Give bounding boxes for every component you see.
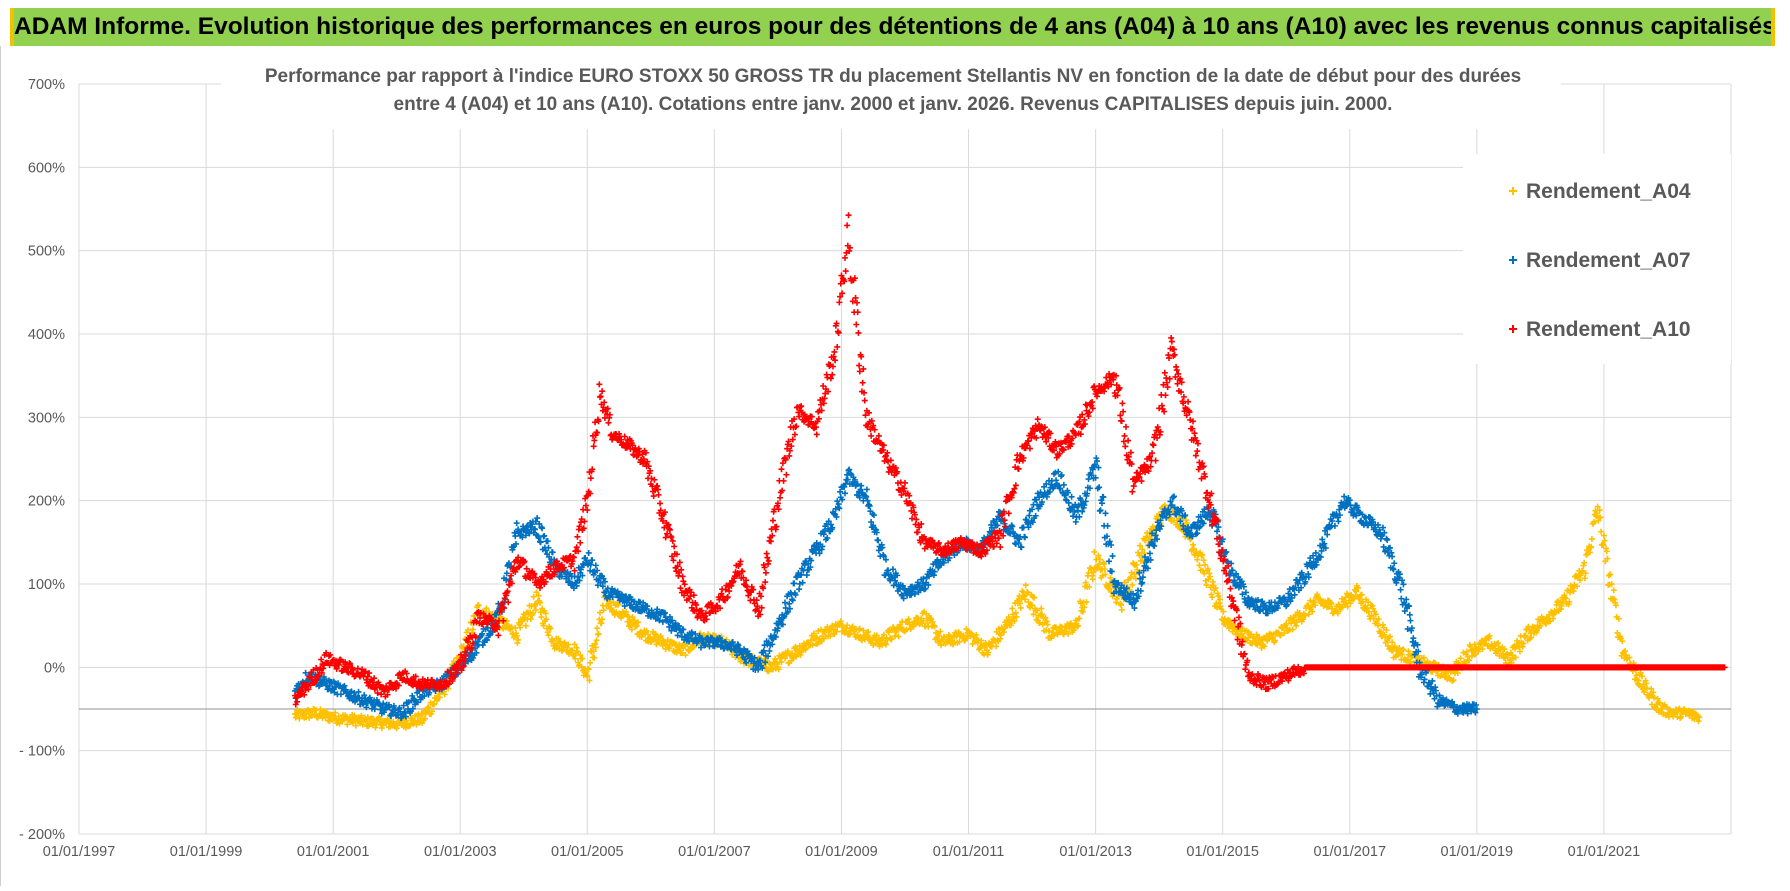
point-rendement_a10: [495, 632, 501, 638]
point-rendement_a10: [862, 398, 868, 404]
point-rendement_a10: [781, 478, 787, 484]
point-rendement_a10: [577, 540, 583, 546]
point-rendement_a07: [586, 550, 592, 556]
point-rendement_a10: [574, 534, 580, 540]
point-rendement_a10: [588, 475, 594, 481]
point-rendement_a10: [599, 388, 605, 394]
point-rendement_a10: [651, 493, 657, 499]
point-rendement_a07: [1102, 510, 1108, 516]
point-rendement_a07: [593, 562, 599, 568]
point-rendement_a10: [777, 495, 783, 501]
point-rendement_a10: [770, 518, 776, 524]
point-rendement_a07: [1098, 507, 1104, 513]
point-rendement_a04: [587, 660, 593, 666]
point-rendement_a10: [1119, 400, 1125, 406]
point-rendement_a10: [1151, 442, 1157, 448]
point-rendement_a07: [864, 486, 870, 492]
point-rendement_a07: [796, 586, 802, 592]
point-rendement_a07: [1147, 550, 1153, 556]
point-rendement_a10: [843, 268, 849, 274]
point-rendement_a04: [523, 623, 529, 629]
point-rendement_a07: [766, 648, 772, 654]
point-rendement_a10: [868, 433, 874, 439]
point-rendement_a10: [860, 380, 866, 386]
point-rendement_a04: [1009, 606, 1015, 612]
point-rendement_a10: [1163, 392, 1169, 398]
point-rendement_a07: [790, 597, 796, 603]
point-rendement_a10: [656, 492, 662, 498]
point-rendement_a04: [1604, 548, 1610, 554]
point-rendement_a10: [657, 500, 663, 506]
point-rendement_a07: [1384, 537, 1390, 543]
point-rendement_a10: [1125, 438, 1131, 444]
point-rendement_a07: [1061, 482, 1067, 488]
point-rendement_a10: [1169, 339, 1175, 345]
chart-area: - 200%- 100%0%100%200%300%400%500%600%70…: [0, 46, 1790, 886]
point-rendement_a04: [1119, 607, 1125, 613]
point-rendement_a07: [1105, 523, 1111, 529]
point-rendement_a04: [1611, 587, 1617, 593]
point-rendement_a10: [763, 570, 769, 576]
point-rendement_a07: [514, 520, 520, 526]
point-rendement_a10: [778, 466, 784, 472]
point-rendement_a10: [1123, 424, 1129, 430]
point-rendement_a10: [1129, 489, 1135, 495]
point-rendement_a04: [1090, 576, 1096, 582]
point-rendement_a10: [596, 381, 602, 387]
point-rendement_a07: [875, 537, 881, 543]
point-rendement_a10: [814, 431, 820, 437]
point-rendement_a07: [1110, 553, 1116, 559]
point-rendement_a04: [596, 631, 602, 637]
point-rendement_a07: [1069, 494, 1075, 500]
point-rendement_a10: [1153, 458, 1159, 464]
point-rendement_a10: [783, 472, 789, 478]
point-rendement_a07: [1059, 472, 1065, 478]
point-rendement_a10: [844, 222, 850, 228]
point-rendement_a10: [855, 309, 861, 315]
point-rendement_a10: [856, 363, 862, 369]
point-rendement_a10: [1162, 370, 1168, 376]
point-rendement_a10: [591, 443, 597, 449]
point-rendement_a10: [1122, 433, 1128, 439]
point-rendement_a07: [1075, 508, 1081, 514]
point-rendement_a07: [541, 533, 547, 539]
point-rendement_a07: [804, 572, 810, 578]
point-rendement_a10: [997, 544, 1003, 550]
point-rendement_a04: [1091, 549, 1097, 555]
point-rendement_a10: [902, 480, 908, 486]
point-rendement_a10: [671, 543, 677, 549]
point-rendement_a04: [594, 625, 600, 631]
point-rendement_a07: [1407, 612, 1413, 618]
point-rendement_a07: [1022, 534, 1028, 540]
point-rendement_a10: [855, 330, 861, 336]
point-rendement_a07: [1391, 560, 1397, 566]
point-rendement_a10: [853, 321, 859, 327]
point-rendement_a04: [1023, 582, 1029, 588]
point-rendement_a10: [1119, 418, 1125, 424]
scatter-chart: - 200%- 100%0%100%200%300%400%500%600%70…: [1, 46, 1789, 886]
point-rendement_a04: [470, 627, 476, 633]
point-rendement_a07: [1407, 618, 1413, 624]
point-rendement_a07: [1335, 518, 1341, 524]
point-rendement_a10: [598, 393, 604, 399]
point-rendement_a10: [572, 568, 578, 574]
point-rendement_a10: [846, 212, 852, 218]
report-banner-title: ADAM Informe. Evolution historique des p…: [10, 8, 1775, 46]
point-rendement_a04: [1589, 536, 1595, 542]
point-rendement_a07: [791, 580, 797, 586]
point-rendement_a07: [550, 549, 556, 555]
point-rendement_a07: [1398, 587, 1404, 593]
point-rendement_a07: [1095, 465, 1101, 471]
